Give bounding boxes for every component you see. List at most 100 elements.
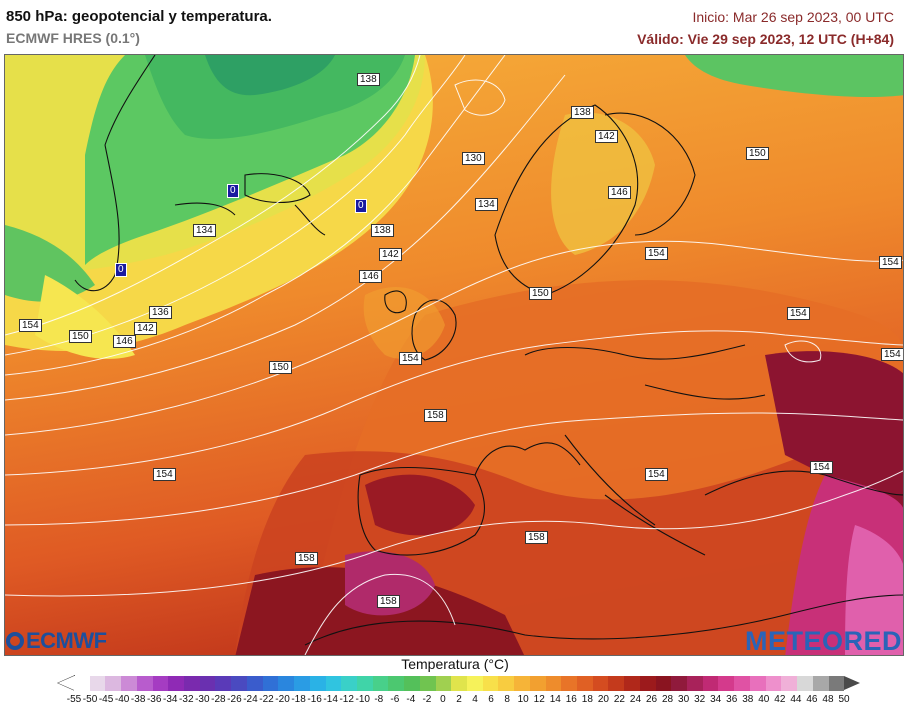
contour-label: 142 bbox=[595, 130, 618, 143]
colorbar-swatch bbox=[356, 676, 373, 691]
colorbar-swatch bbox=[561, 676, 577, 691]
colorbar-swatch bbox=[608, 676, 625, 691]
colorbar-tick-label: 28 bbox=[661, 694, 674, 705]
colorbar-swatch bbox=[231, 676, 247, 691]
colorbar-swatch bbox=[451, 676, 467, 691]
freezing-level-label: 0 bbox=[227, 184, 239, 198]
ecmwf-ring-icon bbox=[6, 632, 24, 650]
colorbar-tick-label: -34 bbox=[163, 694, 178, 705]
colorbar-tick-label: -10 bbox=[355, 694, 370, 705]
contour-label: 142 bbox=[379, 248, 402, 261]
contour-label: 138 bbox=[571, 106, 594, 119]
colorbar-swatch bbox=[687, 676, 703, 691]
colorbar-swatch bbox=[294, 676, 310, 691]
contour-label: 158 bbox=[295, 552, 318, 565]
valid-time: Válido: Vie 29 sep 2023, 12 UTC (H+84) bbox=[637, 31, 894, 47]
colorbar-tick-label: 26 bbox=[645, 694, 658, 705]
colorbar-swatch bbox=[341, 676, 357, 691]
colorbar-swatch bbox=[514, 676, 530, 691]
colorbar-tick-label: -45 bbox=[98, 694, 114, 705]
contour-label: 154 bbox=[153, 468, 176, 481]
colorbar-swatch bbox=[278, 676, 295, 691]
colorbar-swatch bbox=[655, 676, 672, 691]
colorbar-tick-label: -40 bbox=[114, 694, 130, 705]
colorbar-swatch bbox=[152, 676, 169, 691]
colorbar-tick-label: 4 bbox=[472, 694, 478, 705]
contour-label: 150 bbox=[529, 287, 552, 300]
colorbar-tick-label: -6 bbox=[390, 694, 400, 705]
colorbar-tick-label: -30 bbox=[195, 694, 210, 705]
contour-label: 154 bbox=[881, 348, 903, 361]
colorbar-tick-label: 30 bbox=[678, 694, 690, 705]
temperature-colorbar bbox=[74, 676, 845, 691]
colorbar-swatch bbox=[577, 676, 593, 691]
colorbar-swatch bbox=[482, 676, 499, 691]
colorbar-tick-label: 8 bbox=[504, 694, 510, 705]
colorbar-tick-label: 0 bbox=[440, 694, 446, 705]
contour-label: 154 bbox=[810, 461, 833, 474]
colorbar-swatch bbox=[828, 676, 845, 691]
contour-label: 150 bbox=[69, 330, 92, 343]
geopotential-contours bbox=[5, 55, 903, 655]
colorbar-swatch bbox=[781, 676, 798, 691]
colorbar-tick-label: -36 bbox=[146, 694, 162, 705]
colorbar-swatch bbox=[419, 676, 436, 691]
colorbar-swatch bbox=[592, 676, 609, 691]
colorbar-swatch bbox=[545, 676, 562, 691]
contour-label: 154 bbox=[787, 307, 810, 320]
colorbar-swatch bbox=[246, 676, 263, 691]
contour-label: 154 bbox=[879, 256, 902, 269]
colorbar-swatch bbox=[624, 676, 640, 691]
contour-label: 150 bbox=[269, 361, 292, 374]
colorbar-tick-label: -4 bbox=[406, 694, 416, 705]
ecmwf-logo: ECMWF bbox=[6, 628, 107, 654]
colorbar-swatch bbox=[388, 676, 405, 691]
colorbar-tick-label: -2 bbox=[422, 694, 432, 705]
colorbar-swatch bbox=[734, 676, 750, 691]
colorbar-swatch bbox=[168, 676, 185, 691]
temperature-field bbox=[5, 55, 903, 655]
contour-label: 154 bbox=[19, 319, 42, 332]
colorbar-swatch bbox=[812, 676, 829, 691]
colorbar-swatch bbox=[184, 676, 200, 691]
contour-label: 146 bbox=[359, 270, 382, 283]
colorbar-tick-label: 36 bbox=[726, 694, 738, 705]
colorbar-tick-label: 14 bbox=[549, 694, 561, 705]
colorbar-tick-label: -32 bbox=[179, 694, 194, 705]
colorbar-tick-label: -14 bbox=[323, 694, 338, 705]
colorbar-tick-label: 24 bbox=[629, 694, 642, 705]
meteored-logo: METEORED bbox=[744, 626, 902, 656]
contour-label: 138 bbox=[371, 224, 394, 237]
colorbar-swatch bbox=[121, 676, 137, 691]
colorbar-swatch bbox=[136, 676, 153, 691]
colorbar-swatch bbox=[372, 676, 389, 691]
contour-label: 146 bbox=[608, 186, 631, 199]
contour-label: 158 bbox=[525, 531, 548, 544]
colorbar-swatch bbox=[309, 676, 326, 691]
contour-label: 154 bbox=[645, 468, 668, 481]
colorbar-tick-label: 38 bbox=[742, 694, 754, 705]
colorbar-tick-label: 40 bbox=[758, 694, 770, 705]
colorbar-tick-label: -12 bbox=[339, 694, 354, 705]
contour-label: 158 bbox=[377, 595, 400, 608]
weather-map[interactable]: 138 138 142 130 150 146 134 138 142 146 … bbox=[4, 54, 904, 656]
colorbar-tick-label: -24 bbox=[243, 694, 258, 705]
colorbar-min-arrow bbox=[58, 676, 74, 690]
colorbar-tick-label: 20 bbox=[597, 694, 609, 705]
colorbar-swatch bbox=[325, 676, 342, 691]
colorbar-tick-label: 50 bbox=[838, 694, 850, 705]
colorbar-swatch bbox=[435, 676, 452, 691]
colorbar-tick-label: -8 bbox=[374, 694, 384, 705]
colorbar-tick-label: -50 bbox=[82, 694, 98, 705]
contour-label: 158 bbox=[424, 409, 447, 422]
colorbar-tick-label: 2 bbox=[456, 694, 462, 705]
coastlines bbox=[74, 55, 903, 646]
colorbar-tick-label: -38 bbox=[130, 694, 146, 705]
colorbar-swatch bbox=[702, 676, 719, 691]
colorbar-swatch bbox=[749, 676, 766, 691]
colorbar-swatch bbox=[639, 676, 656, 691]
freezing-level-label: 0 bbox=[115, 263, 127, 277]
colorbar-tick-label: 46 bbox=[806, 694, 818, 705]
contour-label: 154 bbox=[645, 247, 668, 260]
colorbar-swatch bbox=[797, 676, 813, 691]
